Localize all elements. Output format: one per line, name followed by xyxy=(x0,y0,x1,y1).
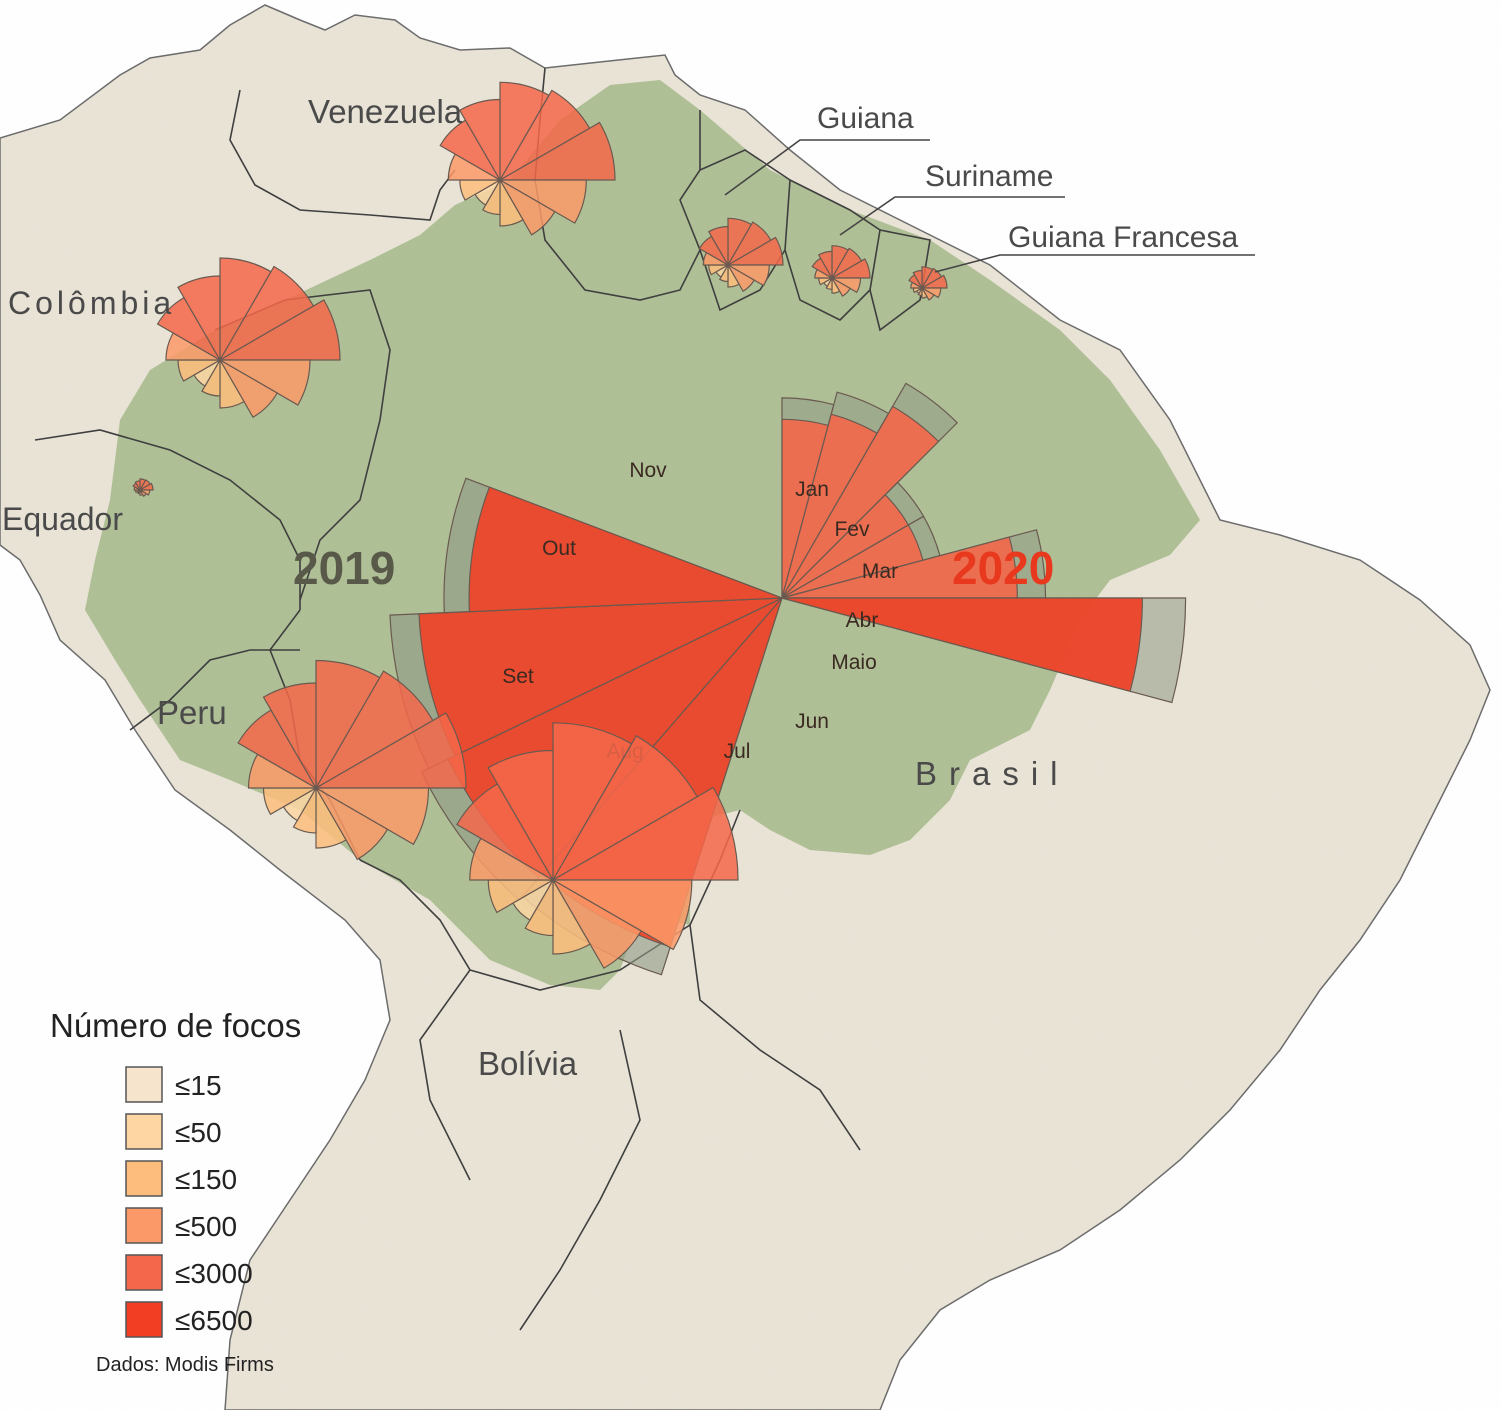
legend-label-0: ≤15 xyxy=(175,1070,222,1101)
mini-wedge-peru-2 xyxy=(313,712,467,789)
month-label-mar: Mar xyxy=(862,560,898,583)
mini-wedge-colombia-5 xyxy=(219,357,245,409)
leader-lines xyxy=(724,139,1255,273)
radial-chart-guiana-francesa xyxy=(908,266,948,301)
legend-swatch-5 xyxy=(125,1301,163,1338)
mini-wedge-colombia-3 xyxy=(217,359,311,406)
legend: Número de focos ≤15 ≤50 ≤150 ≤500 ≤3000 ≤6500… xyxy=(50,1007,301,1376)
legend-label-4: ≤3000 xyxy=(175,1258,253,1289)
radial-chart-equador xyxy=(132,478,154,498)
mini-wedge-guiana-5 xyxy=(727,262,740,288)
mini-wedge-peru-3 xyxy=(313,787,430,846)
mini-wedge-colombia-4 xyxy=(218,358,279,419)
legend-swatch-1 xyxy=(125,1113,163,1150)
month-label-nov: Nov xyxy=(629,459,667,482)
month-label-set: Set xyxy=(502,665,534,688)
mini-wedge-guiana-francesa-4 xyxy=(920,286,935,301)
country-borders xyxy=(34,67,931,1331)
mini-wedge-equador-5 xyxy=(139,487,144,496)
month-label-fev: Fev xyxy=(834,518,870,541)
label-bolivia: Bolívia xyxy=(478,1045,578,1082)
mini-wedge-bolivia-1 xyxy=(551,734,699,882)
mini-wedge-venezuela-3 xyxy=(497,179,587,224)
legend-swatch-3 xyxy=(125,1207,163,1244)
mini-wedge-suriname-5 xyxy=(831,275,841,294)
mini-wedge-colombia-2 xyxy=(217,299,341,361)
wedge-2020-mar xyxy=(781,405,940,599)
mini-wedge-venezuela-4 xyxy=(498,178,556,236)
mini-wedge-equador-11 xyxy=(134,480,141,493)
label-suriname: Suriname xyxy=(925,160,1053,193)
label-equador: Equador xyxy=(2,501,123,537)
mini-wedge-bolivia-11 xyxy=(487,749,554,883)
mini-wedge-guiana-11 xyxy=(707,225,729,268)
mini-wedge-venezuela-5 xyxy=(499,177,524,227)
mini-wedge-guiana-francesa-11 xyxy=(912,269,923,291)
fire-wedges-layer: JanFevMarAbrMaioJunJulAugSetOutNov xyxy=(132,81,1187,976)
radial-chart-suriname xyxy=(811,245,871,297)
leader-guiana-francesa xyxy=(934,254,1255,273)
legend-items: ≤15 ≤50 ≤150 ≤500 ≤3000 ≤6500 xyxy=(125,1066,253,1338)
label-colombia: Colômbia xyxy=(8,285,175,321)
mini-wedge-venezuela-11 xyxy=(458,98,501,183)
year-label-2019: 2019 xyxy=(293,542,395,594)
year-label-2020: 2020 xyxy=(952,542,1054,594)
mini-wedge-peru-11 xyxy=(262,682,317,791)
source-note: Dados: Modis Firms xyxy=(96,1354,274,1376)
mini-wedge-peru-6 xyxy=(292,785,317,834)
legend-swatch-4 xyxy=(125,1254,163,1291)
mini-wedge-guiana-2 xyxy=(725,236,784,266)
mini-wedge-guiana-4 xyxy=(726,263,756,293)
radial-chart-venezuela xyxy=(439,81,616,236)
label-venezuela: Venezuela xyxy=(308,93,463,130)
label-guiana-francesa: Guiana Francesa xyxy=(1008,221,1238,254)
mini-wedge-guiana-francesa-5 xyxy=(921,285,928,299)
wedge-2019-nov xyxy=(468,486,783,613)
label-brasil: Brasil xyxy=(915,755,1070,792)
leader-guiana xyxy=(724,139,930,196)
mini-wedge-guiana-francesa-2 xyxy=(919,274,948,289)
mini-wedge-bolivia-4 xyxy=(551,878,642,969)
mini-wedge-peru-4 xyxy=(314,786,389,861)
wedge-2020-jul xyxy=(781,597,1144,693)
mini-wedge-peru-5 xyxy=(315,785,347,849)
mini-wedge-suriname-2 xyxy=(829,258,871,279)
mini-wedge-equador-2 xyxy=(137,482,154,491)
radial-chart-colombia xyxy=(156,257,341,419)
legend-label-3: ≤500 xyxy=(175,1211,237,1242)
legend-title: Número de focos xyxy=(50,1007,301,1044)
month-label-out: Out xyxy=(542,537,576,560)
label-guiana: Guiana xyxy=(817,102,914,135)
month-label-maio: Maio xyxy=(831,651,877,674)
radial-chart-guiana xyxy=(698,217,784,293)
mini-wedge-bolivia-2 xyxy=(550,786,739,881)
label-peru: Peru xyxy=(157,694,227,731)
legend-swatch-0 xyxy=(125,1066,163,1103)
mini-wedge-suriname-11 xyxy=(817,250,833,281)
legend-label-5: ≤6500 xyxy=(175,1305,253,1336)
legend-swatch-2 xyxy=(125,1160,163,1197)
radial-chart-peru xyxy=(237,659,467,861)
mini-wedge-bolivia-6 xyxy=(524,877,554,937)
mini-wedge-colombia-11 xyxy=(177,275,221,363)
mini-wedge-venezuela-2 xyxy=(497,121,616,181)
month-label-jun: Jun xyxy=(795,710,829,733)
month-label-jul: Jul xyxy=(724,740,751,763)
month-label-jan: Jan xyxy=(795,478,829,501)
legend-label-1: ≤50 xyxy=(175,1117,222,1148)
legend-label-2: ≤150 xyxy=(175,1164,237,1195)
radial-chart-bolivia xyxy=(456,722,739,969)
mini-wedge-bolivia-3 xyxy=(550,879,693,951)
leader-suriname xyxy=(839,196,1065,236)
mini-wedge-suriname-4 xyxy=(830,276,851,297)
month-label-abr: Abr xyxy=(846,609,879,632)
mini-wedge-bolivia-5 xyxy=(552,877,591,955)
mini-wedge-guiana-3 xyxy=(725,264,770,287)
